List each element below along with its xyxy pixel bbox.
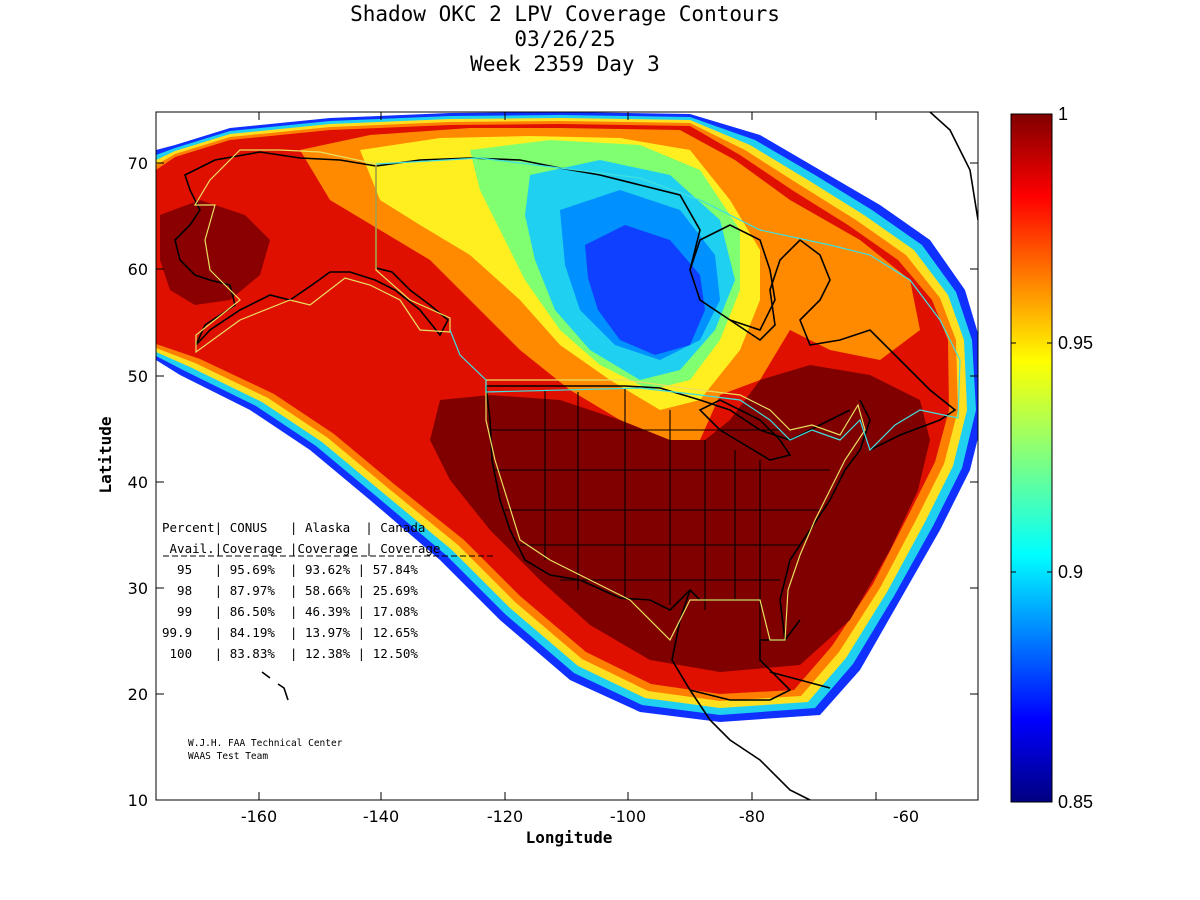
- us-canada-border: [486, 385, 851, 441]
- hudson-bay: [689, 224, 776, 331]
- contour-darkred-alaska: [160, 200, 270, 305]
- coverage-contours: [156, 112, 978, 722]
- state-lines-horizontal: [490, 429, 830, 581]
- canada-coast: [375, 157, 957, 451]
- cuba: [769, 671, 831, 689]
- central-america: [689, 689, 811, 800]
- us-east-coast: [779, 399, 871, 641]
- table-row: 98 | 87.97% | 58.66% | 25.69%: [162, 583, 418, 598]
- x-tick-label: -120: [487, 807, 523, 826]
- colorbar-tick-label: 0.9: [1058, 562, 1083, 582]
- y-tick-label: 20: [128, 685, 148, 704]
- table-row: 100 | 83.83% | 12.38% | 12.50%: [162, 646, 418, 661]
- chart-title-line-3: Week 2359 Day 3: [470, 52, 660, 76]
- x-axis-label: Longitude: [526, 828, 613, 847]
- conus-fir-boundary: [485, 379, 866, 642]
- table-header-row-2: Avail.|Coverage |Coverage | Coverage: [162, 541, 441, 556]
- x-tick-label: -140: [363, 807, 399, 826]
- canada-fir-boundary: [375, 157, 961, 452]
- hawaii: [261, 671, 289, 701]
- coverage-stats-table: Percent| CONUS | Alaska | Canada Avail.|…: [162, 517, 440, 664]
- y-axis-label: Latitude: [96, 416, 115, 493]
- chart-title-line-1: Shadow OKC 2 LPV Coverage Contours: [350, 2, 780, 26]
- y-tick-label: 50: [128, 367, 148, 386]
- credit-line-1: W.J.H. FAA Technical Center: [188, 738, 343, 749]
- y-tick-label: 60: [128, 260, 148, 279]
- us-west-coast: [485, 385, 581, 581]
- x-tick-labels: -160 -140 -120 -100 -80 -60: [241, 807, 919, 826]
- x-tick-label: -60: [893, 807, 919, 826]
- credit-line-2: WAAS Test Team: [188, 751, 269, 762]
- contour-blue-core: [585, 225, 705, 355]
- y-tick-label: 70: [128, 154, 148, 173]
- table-row: 95 | 95.69% | 93.62% | 57.84%: [162, 562, 418, 577]
- plot-frame: [155, 111, 979, 801]
- contour-darkred-conus: [430, 365, 930, 672]
- x-tick-label: -100: [610, 807, 646, 826]
- table-row: 99 | 86.50% | 46.39% | 17.08%: [162, 604, 418, 619]
- table-row: 99.9 | 84.19% | 13.97% | 12.65%: [162, 625, 418, 640]
- great-lakes: [698, 399, 792, 461]
- colorbar-tick-label: 0.95: [1058, 333, 1093, 353]
- y-tick-marks: [156, 162, 978, 695]
- colorbar-ticks: [1011, 342, 1052, 573]
- table-header-row-1: Percent| CONUS | Alaska | Canada: [162, 520, 426, 535]
- colorbar-tick-label: 0.85: [1058, 792, 1093, 812]
- y-tick-labels: 70 60 50 40 30 20 10: [128, 154, 148, 810]
- gulf-coast: [671, 589, 801, 701]
- y-tick-label: 40: [128, 473, 148, 492]
- colorbar-tick-labels: 1 0.95 0.9 0.85: [1058, 104, 1093, 812]
- chart-title-line-2: 03/26/25: [514, 27, 616, 51]
- colorbar-tick-label: 1: [1058, 104, 1068, 124]
- x-tick-label: -160: [241, 807, 277, 826]
- alaska-fir-boundary: [193, 149, 451, 354]
- fir-boundaries: [193, 149, 961, 642]
- x-tick-label: -80: [739, 807, 765, 826]
- greenland: [929, 112, 978, 221]
- state-lines-vertical: [544, 388, 761, 640]
- x-tick-marks: [258, 112, 877, 800]
- y-tick-label: 30: [128, 579, 148, 598]
- y-tick-label: 10: [128, 791, 148, 810]
- colorbar: [1010, 113, 1053, 803]
